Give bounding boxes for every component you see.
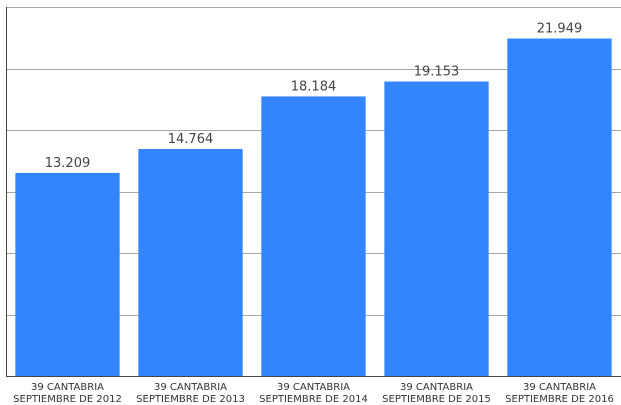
x-tick-label: 39 CANTABRIA SEPTIEMBRE DE 2015 (382, 382, 491, 405)
x-tick-label: 39 CANTABRIA SEPTIEMBRE DE 2014 (259, 382, 368, 405)
bar (138, 149, 243, 376)
x-tick-label: 39 CANTABRIA SEPTIEMBRE DE 2016 (505, 382, 614, 405)
bar-series (15, 38, 612, 377)
data-label: 13.209 (45, 156, 91, 171)
data-label: 14.764 (168, 132, 214, 147)
x-tick-labels: 39 CANTABRIA SEPTIEMBRE DE 2012 39 CANTABR… (13, 382, 614, 405)
bar (507, 38, 612, 377)
data-label: 19.153 (414, 65, 460, 80)
x-tick-label: 39 CANTABRIA SEPTIEMBRE DE 2013 (136, 382, 245, 405)
bar (261, 96, 366, 377)
x-tick-label: 39 CANTABRIA SEPTIEMBRE DE 2012 (13, 382, 122, 405)
data-label: 18.184 (291, 79, 337, 94)
bar (384, 81, 489, 376)
value-labels: 13.209 14.764 18.184 19.153 21.949 (45, 22, 583, 171)
bar (15, 172, 120, 376)
axes (6, 7, 621, 377)
data-label: 21.949 (537, 22, 583, 37)
